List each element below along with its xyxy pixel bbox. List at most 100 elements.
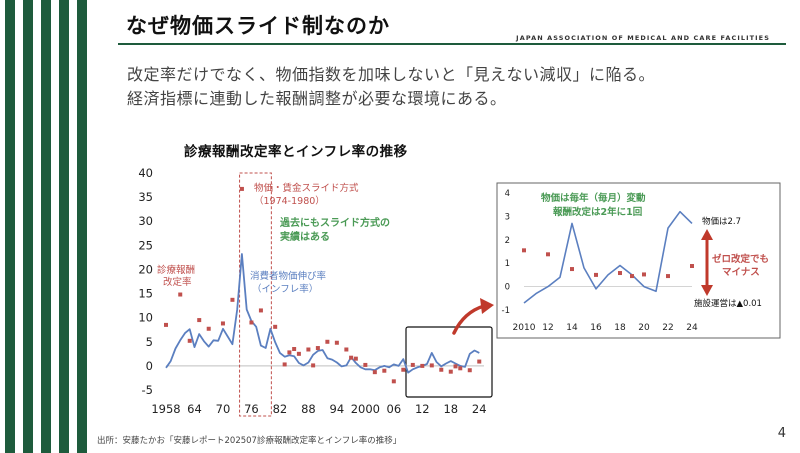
revision-point [230,297,235,302]
revision-point [296,351,301,356]
revision-point [249,320,254,325]
inset-x-tick-label: 18 [614,323,626,333]
revision-point [372,370,377,375]
decorative-stripes [0,0,100,453]
y-tick-label: 35 [138,190,153,204]
revision-point [292,347,297,352]
revision-point [311,363,316,368]
inset-note-line-1: 物価は毎年（毎月）変動 [541,192,646,204]
y-tick-label: 10 [138,311,153,325]
stripe [41,0,51,453]
source-note: 出所：安藤たかお「安藤レポート202507診療報酬改定率とインフレ率の推移」 [97,436,402,446]
revision-point [197,318,202,323]
inset-y-tick-label: 3 [505,212,510,222]
revision-point [391,379,396,384]
inset-gap-line-2: マイナス [722,267,760,278]
x-tick-label: 82 [273,402,288,416]
inset-note-line-2: 報酬改定は2年に1回 [553,206,642,218]
inset-x-tick-label: 14 [566,323,578,333]
inset-x-tick-label: 20 [638,323,650,333]
y-tick-label: 40 [138,166,153,180]
revision-point [178,292,183,297]
revision-point [287,350,292,355]
inset-x-tick-label: 24 [686,323,698,333]
revision-point [401,367,406,372]
revision-point [325,339,330,344]
revision-point [458,366,463,371]
y-tick-label: 5 [146,335,153,349]
x-tick-label: 2000 [351,402,380,416]
inset-x-tick-label: 22 [662,323,673,333]
lead-line-2: 経済指標に連動した報酬調整が必要な環境にある。 [127,89,507,108]
inset-revision-point [690,264,694,269]
revision-point [220,321,225,326]
inset-y-tick-label: 4 [505,189,510,199]
inset-revision-point [618,271,622,276]
revision-point [334,340,339,345]
y-tick-label: 30 [138,214,153,228]
revision-point [382,368,387,373]
slide-method-label: 物価・賃金スライド方式 [254,182,359,194]
inset-y-tick-label: 1 [505,259,510,269]
x-tick-label: 88 [301,402,316,416]
revision-point [363,362,368,367]
inset-gap-line-1: ゼロ改定でも [712,253,769,265]
y-tick-label: 15 [138,287,153,301]
inset-facility-value: 施設運営は▲0.01 [694,298,762,309]
title-divider [118,43,786,45]
inflation-line [165,253,480,374]
page-number: 4 [777,426,786,441]
y-tick-label: 25 [138,238,153,252]
revision-point [344,347,349,352]
x-tick-label: 64 [187,402,202,416]
inset-y-tick-label: 2 [505,236,510,246]
inset-y-tick-label: -1 [502,306,510,316]
revision-point [258,308,263,313]
revision-label-line-2: 改定率 [163,276,192,288]
inset-revision-point [594,272,598,277]
slide-method-years: （1974-1980） [254,195,325,207]
organization-name: JAPAN ASSOCIATION OF MEDICAL AND CARE FA… [516,34,770,42]
inset-inflation-line [523,210,693,304]
revision-point [353,356,358,361]
x-tick-label: 18 [443,402,458,416]
revision-point [282,362,287,367]
revision-point [315,346,320,351]
zoom-arrow-head [480,298,494,314]
stripe [5,0,15,453]
lead-text: 改定率だけでなく、物価指数を加味しないと「見えない減収」に陥る。 経済指標に連動… [127,63,655,111]
y-tick-label: 20 [138,262,153,276]
main-chart-title: 診療報酬改定率とインフレ率の推移 [184,144,408,160]
revision-point [349,355,354,360]
stripe [59,0,69,453]
revision-point [420,363,425,368]
revision-point [306,347,311,352]
gap-arrow-head-down [701,285,713,296]
lead-line-1: 改定率だけでなく、物価指数を加味しないと「見えない減収」に陥る。 [127,65,656,84]
inset-revision-point [642,272,646,277]
revision-point [239,186,244,191]
inset-cpi-value: 物価は2.7 [702,216,741,227]
slide-period-highlight [239,172,272,417]
stripe [23,0,33,453]
revision-point [439,367,444,372]
x-tick-label: 06 [387,402,402,416]
inset-chart-box [496,182,781,339]
inset-y-tick-label: 0 [505,283,510,293]
gap-arrow-head-up [701,229,713,240]
revision-point [453,364,458,369]
inset-revision-point [522,248,526,253]
inset-revision-point [666,274,670,279]
y-tick-label: -5 [142,383,153,397]
revision-point [164,322,168,327]
x-tick-label: 70 [216,402,231,416]
inset-revision-point [546,252,550,257]
inflation-label-line-1: 消費者物価伸び率 [250,270,327,282]
zoom-arrow [452,304,486,335]
x-tick-label: 1958 [151,402,180,416]
inflation-label-line-2: （インフレ率） [252,283,318,295]
revision-point [410,362,415,367]
revision-point [448,369,453,374]
x-tick-label: 94 [330,402,345,416]
